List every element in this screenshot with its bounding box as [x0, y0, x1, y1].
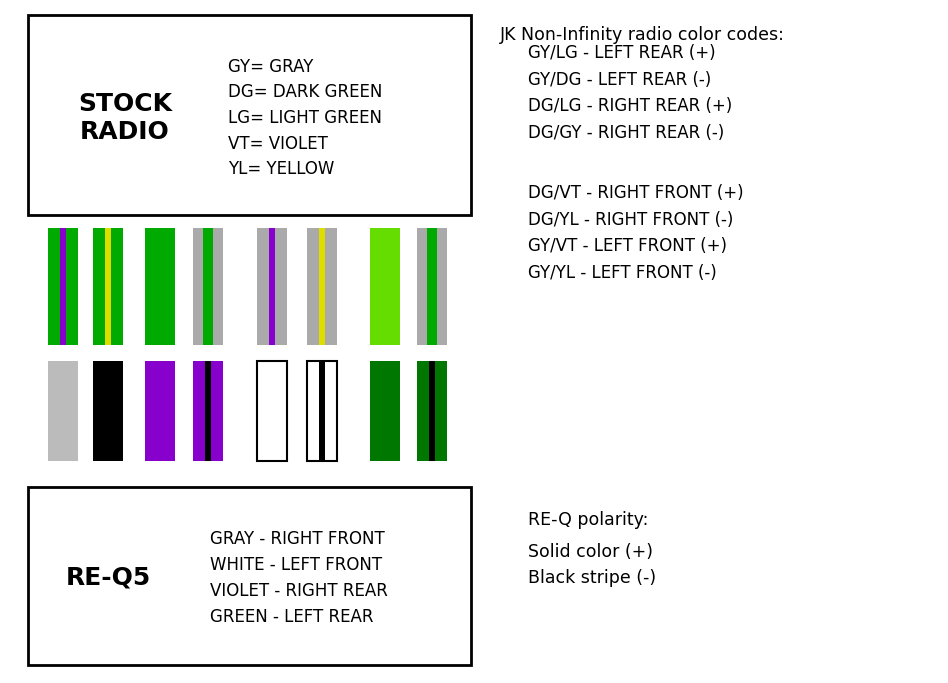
Text: JK Non-Infinity radio color codes:: JK Non-Infinity radio color codes: [500, 26, 785, 44]
Bar [193, 361, 205, 461]
Bar [269, 228, 275, 345]
Bar [203, 228, 213, 345]
Text: Solid color (+)
Black stripe (-): Solid color (+) Black stripe (-) [528, 543, 656, 587]
Bar [28, 487, 471, 665]
Bar [275, 228, 287, 345]
Bar [213, 228, 223, 345]
Bar [93, 361, 123, 461]
Text: GY/LG - LEFT REAR (+)
GY/DG - LEFT REAR (-)
DG/LG - RIGHT REAR (+)
DG/GY - RIGHT: GY/LG - LEFT REAR (+) GY/DG - LEFT REAR … [528, 44, 732, 141]
Bar [145, 361, 175, 461]
Bar [370, 228, 400, 345]
Bar [66, 228, 78, 345]
Bar [325, 361, 337, 461]
Bar [307, 361, 337, 461]
Bar [111, 228, 123, 345]
Bar [257, 361, 287, 461]
Bar [145, 228, 175, 345]
Bar [370, 361, 400, 461]
Text: STOCK
RADIO: STOCK RADIO [78, 92, 172, 144]
Bar [28, 15, 471, 215]
Bar [60, 228, 66, 345]
Bar [205, 361, 211, 461]
Bar [417, 228, 427, 345]
Bar [417, 361, 429, 461]
Bar [93, 228, 105, 345]
Bar [307, 361, 319, 461]
Bar [105, 228, 111, 345]
Text: RE-Q polarity:: RE-Q polarity: [528, 511, 648, 529]
Bar [319, 361, 325, 461]
Bar [427, 228, 437, 345]
Text: DG/VT - RIGHT FRONT (+)
DG/YL - RIGHT FRONT (-)
GY/VT - LEFT FRONT (+)
GY/YL - L: DG/VT - RIGHT FRONT (+) DG/YL - RIGHT FR… [528, 184, 743, 281]
Text: GRAY - RIGHT FRONT
WHITE - LEFT FRONT
VIOLET - RIGHT REAR
GREEN - LEFT REAR: GRAY - RIGHT FRONT WHITE - LEFT FRONT VI… [210, 531, 388, 626]
Bar [319, 228, 325, 345]
Bar [257, 361, 287, 461]
Bar [211, 361, 223, 461]
Bar [429, 361, 435, 461]
Bar [435, 361, 447, 461]
Text: RE-Q5: RE-Q5 [65, 566, 151, 590]
Bar [193, 228, 203, 345]
Bar [48, 228, 60, 345]
Bar [325, 228, 337, 345]
Bar [48, 361, 78, 461]
Text: GY= GRAY
DG= DARK GREEN
LG= LIGHT GREEN
VT= VIOLET
YL= YELLOW: GY= GRAY DG= DARK GREEN LG= LIGHT GREEN … [228, 57, 382, 178]
Bar [437, 228, 447, 345]
Bar [257, 228, 269, 345]
Bar [307, 228, 319, 345]
